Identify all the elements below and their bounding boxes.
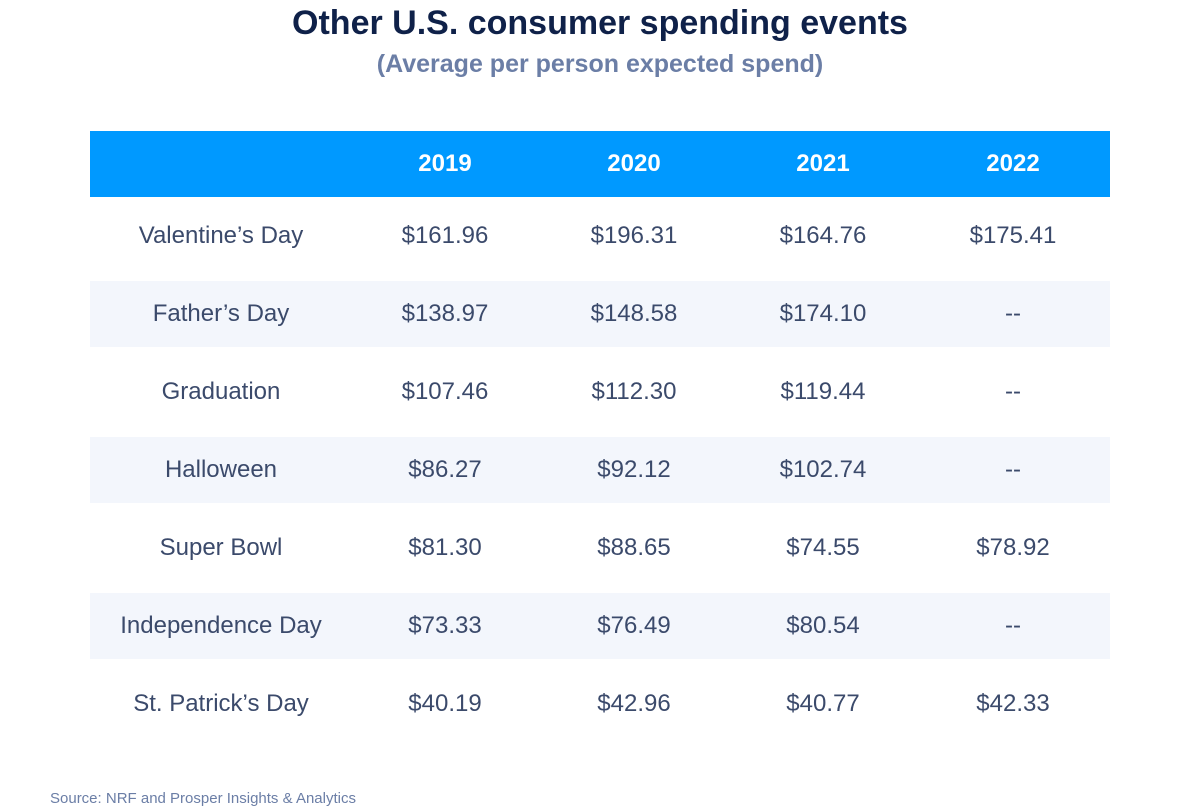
row-label: Valentine’s Day [138,222,304,249]
value-cell: $164.76 [779,222,867,249]
chart-title: Other U.S. consumer spending events [292,4,908,42]
header-cell-2021: 2021 [796,150,850,177]
table-row: Super Bowl $81.30 $88.65 $74.55 $78.92 [90,509,1110,587]
row-label: Super Bowl [159,534,283,561]
row-label: Father’s Day [152,300,290,327]
value-cell: $88.65 [597,534,671,561]
chart-subtitle: (Average per person expected spend) [376,50,824,78]
value-cell: $119.44 [780,378,866,405]
row-label: St. Patrick’s Day [133,690,309,717]
source-note: Source: NRF and Prosper Insights & Analy… [50,790,356,807]
value-cell: -- [1005,456,1021,483]
row-label: Graduation [161,378,281,405]
header-cell-2020: 2020 [607,150,661,177]
table-row: St. Patrick’s Day $40.19 $42.96 $40.77 $42.3… [90,665,1110,743]
header-cell-2019: 2019 [418,150,472,177]
value-cell: $102.74 [779,456,867,483]
spending-table: 2019 2020 2021 2022 Valentine’s Day $161.… [90,131,1110,743]
row-label: Halloween [164,456,278,483]
value-cell: -- [1005,378,1021,405]
value-cell: $78.92 [976,534,1050,561]
value-cell: $138.97 [401,300,489,327]
value-cell: $86.27 [408,456,482,483]
value-cell: $196.31 [590,222,678,249]
table-row: Halloween $86.27 $92.12 $102.74 -- [90,437,1110,503]
table-row: Independence Day $73.33 $76.49 $80.54 -- [90,593,1110,659]
value-cell: -- [1005,612,1021,639]
value-cell: $42.33 [976,690,1050,717]
value-cell: $161.96 [401,222,489,249]
value-cell: $40.19 [408,690,482,717]
value-cell: $175.41 [969,222,1057,249]
table-body: Valentine’s Day $161.96 $196.31 $164.76 $175… [90,197,1110,743]
value-cell: $76.49 [597,612,671,639]
value-cell: $80.54 [786,612,860,639]
table-header-row: 2019 2020 2021 2022 [90,131,1110,197]
value-cell: $40.77 [786,690,860,717]
table-row: Father’s Day $138.97 $148.58 $174.10 -- [90,281,1110,347]
value-cell: $174.10 [779,300,867,327]
table-row: Valentine’s Day $161.96 $196.31 $164.76 $175… [90,197,1110,275]
value-cell: $112.30 [591,378,677,405]
value-cell: $92.12 [597,456,671,483]
value-cell: $107.46 [401,378,489,405]
value-cell: $74.55 [786,534,860,561]
value-cell: $148.58 [590,300,678,327]
value-cell: -- [1005,300,1021,327]
value-cell: $73.33 [408,612,482,639]
value-cell: $81.30 [408,534,482,561]
table-row: Graduation $107.46 $112.30 $119.44 -- [90,353,1110,431]
row-label: Independence Day [120,612,322,639]
header-cell-2022: 2022 [986,150,1040,177]
value-cell: $42.96 [597,690,671,717]
